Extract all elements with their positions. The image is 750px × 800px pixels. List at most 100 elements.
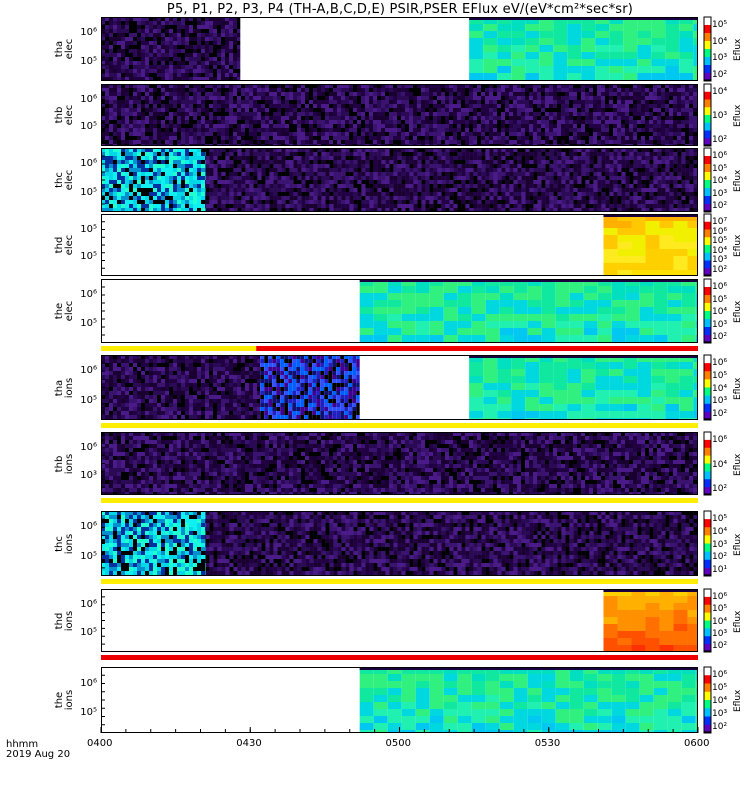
- spectrogram-cell: [341, 120, 345, 124]
- spectrogram-cell: [133, 96, 137, 100]
- spectrogram-cell: [237, 17, 241, 21]
- spectrogram-cell: [401, 204, 406, 208]
- spectrogram-cell: [469, 116, 473, 120]
- spectrogram-cell: [181, 128, 185, 132]
- spectrogram-cell: [341, 152, 346, 156]
- spectrogram-cell: [121, 208, 125, 212]
- spectrogram-cell: [625, 92, 629, 96]
- spectrogram-cell: [381, 88, 385, 92]
- spectrogram-cell: [205, 84, 209, 88]
- colorbar-segment: [704, 29, 711, 32]
- spectrogram-cell: [129, 108, 133, 112]
- spectrogram-cell: [201, 96, 205, 100]
- spectrogram-cell: [101, 77, 105, 81]
- spectrogram-cell: [205, 120, 209, 124]
- spectrogram-cell: [241, 180, 246, 184]
- spectrogram-cell: [161, 53, 165, 57]
- spectrogram-cell: [633, 124, 637, 128]
- spectrogram-cell: [641, 132, 645, 136]
- spectrogram-cell: [469, 188, 474, 192]
- spectrogram-cell: [445, 112, 449, 116]
- spectrogram-cell: [517, 140, 521, 144]
- spectrogram-cell: [621, 108, 625, 112]
- spectrogram-cell: [213, 29, 217, 33]
- spectrogram-cell: [173, 140, 177, 144]
- spectrogram-cell: [677, 140, 681, 144]
- spectrogram-cell: [593, 140, 597, 144]
- spectrogram-cell: [145, 124, 149, 128]
- spectrogram-cell: [273, 108, 277, 112]
- spectrogram-cell: [285, 136, 289, 140]
- spectrogram-cell: [661, 88, 665, 92]
- spectrogram-cell: [589, 128, 593, 132]
- spectrogram-cell: [241, 100, 245, 104]
- spectrogram-cell: [161, 88, 165, 92]
- spectrogram-cell: [501, 140, 505, 144]
- spectrogram-cell: [637, 38, 652, 45]
- spectrogram-cell: [261, 140, 265, 144]
- spectrogram-cell: [245, 152, 250, 156]
- spectrogram-cell: [121, 73, 125, 77]
- spectrogram-cell: [673, 116, 677, 120]
- spectrogram-cell: [673, 128, 677, 132]
- spectrogram-cell: [153, 96, 157, 100]
- spectrogram-cell: [289, 112, 293, 116]
- spectrogram-cell: [177, 140, 181, 144]
- spectrogram-cell: [145, 208, 149, 212]
- spectrogram-cell: [121, 49, 125, 53]
- spectrogram-cell: [325, 112, 329, 116]
- spectrogram-cell: [249, 168, 254, 172]
- spectrogram-cell: [397, 200, 402, 204]
- spectrogram-cell: [597, 124, 601, 128]
- spectrogram-cell: [333, 192, 338, 196]
- spectrogram-cell: [637, 24, 652, 31]
- spectrogram-cell: [277, 176, 282, 180]
- spectrogram-cell: [293, 120, 297, 124]
- spectrogram-cell: [425, 128, 429, 132]
- spectrogram-cell: [405, 108, 409, 112]
- spectrogram-cell: [345, 100, 349, 104]
- spectrogram-cell: [169, 92, 173, 96]
- spectrogram-cell: [125, 45, 129, 49]
- spectrogram-cell: [113, 204, 117, 208]
- spectrogram-cell: [489, 84, 493, 88]
- spectrogram-cell: [597, 128, 601, 132]
- spectrogram-cell: [185, 196, 189, 200]
- spectrogram-cell: [209, 45, 213, 49]
- spectrogram-cell: [293, 172, 298, 176]
- spectrogram-cell: [613, 96, 617, 100]
- colorbar-segment: [704, 74, 711, 77]
- spectrogram-cell: [341, 196, 346, 200]
- spectrogram-cell: [325, 192, 330, 196]
- spectrogram-cell: [177, 196, 181, 200]
- spectrogram-cell: [533, 120, 537, 124]
- spectrogram-cell: [553, 128, 557, 132]
- spectrogram-cell: [489, 92, 493, 96]
- spectrogram-cell: [409, 96, 413, 100]
- spectrogram-cell: [169, 84, 173, 88]
- spectrogram-cell: [177, 100, 181, 104]
- spectrogram-cell: [401, 128, 405, 132]
- spectrogram-cell: [417, 160, 422, 164]
- spectrogram-cell: [173, 45, 177, 49]
- spectrogram-cell: [257, 204, 262, 208]
- spectrogram-cell: [433, 124, 437, 128]
- spectrogram-cell: [377, 188, 382, 192]
- spectrogram-cell: [117, 61, 121, 65]
- spectrogram-cell: [261, 100, 265, 104]
- spectrogram-cell: [585, 100, 589, 104]
- spectrogram-cell: [221, 156, 226, 160]
- spectrogram-cell: [405, 192, 410, 196]
- spectrogram-cell: [679, 66, 694, 73]
- spectrogram-cell: [681, 104, 685, 108]
- spectrogram-cell: [369, 164, 374, 168]
- spectrogram-cell: [505, 184, 510, 188]
- spectrogram-cell: [393, 160, 398, 164]
- spectrogram-cell: [357, 84, 361, 88]
- spectrogram-cell: [457, 92, 461, 96]
- spectrogram-cell: [669, 128, 673, 132]
- spectrogram-cell: [369, 152, 374, 156]
- spectrogram-cell: [213, 148, 218, 152]
- spectrogram-cell: [593, 92, 597, 96]
- spectrogram-cell: [677, 92, 681, 96]
